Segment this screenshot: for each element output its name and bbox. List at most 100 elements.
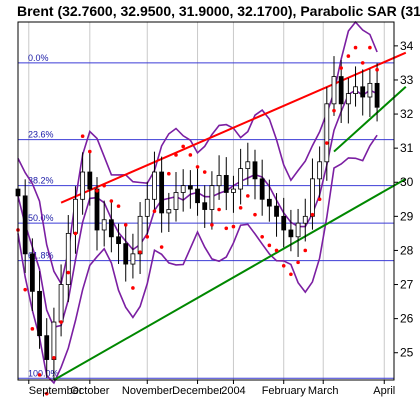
- sar-dot: [332, 108, 336, 113]
- sar-dot: [260, 235, 264, 239]
- candle-body: [159, 171, 165, 214]
- candle-body: [231, 188, 236, 193]
- candle-body: [367, 82, 373, 98]
- sar-dot: [152, 209, 157, 214]
- x-tick-label: 2004: [221, 385, 245, 397]
- y-tick-label: 31: [400, 141, 414, 155]
- candle-body: [29, 253, 35, 292]
- candle-body: [73, 198, 78, 234]
- candle-body: [44, 335, 50, 360]
- candle-body: [374, 82, 380, 108]
- trendline: [53, 177, 407, 381]
- sar-dot: [145, 235, 150, 239]
- sar-dot: [217, 207, 221, 212]
- x-tick-label: April: [373, 385, 395, 397]
- x-tick-label: October: [70, 385, 109, 397]
- sar-dot: [346, 54, 351, 58]
- candle-body: [259, 178, 265, 200]
- candle-body: [22, 195, 28, 255]
- sar-dot: [95, 188, 99, 193]
- y-tick-label: 28: [400, 243, 414, 257]
- candle-body: [123, 243, 129, 265]
- x-tick-label: December: [172, 385, 223, 397]
- sar-dot: [210, 223, 214, 227]
- y-tick-label: 25: [400, 346, 414, 360]
- chart-title: Brent (32.7600, 32.9500, 31.9000, 32.170…: [17, 3, 420, 19]
- fibonacci-label: 100.0%: [28, 368, 59, 378]
- candle-body: [37, 290, 42, 337]
- sar-dot: [138, 250, 142, 254]
- x-tick-label: November: [122, 385, 173, 397]
- candle-body: [80, 171, 86, 200]
- candle-body: [245, 161, 251, 170]
- candle-body: [266, 198, 272, 207]
- candle-body: [87, 171, 93, 190]
- candle-body: [152, 171, 157, 200]
- sar-dot: [116, 204, 121, 208]
- candle-body: [295, 222, 301, 238]
- fibonacci-label: 50.0%: [28, 213, 54, 223]
- candle-body: [274, 205, 279, 217]
- sar-dot: [30, 327, 35, 331]
- sar-dot: [253, 212, 257, 217]
- sar-dot: [303, 248, 308, 253]
- sar-dot: [102, 183, 106, 188]
- x-tick-label: February: [262, 385, 307, 397]
- candle-body: [338, 76, 344, 105]
- sar-dot: [231, 224, 236, 229]
- parabolic-sar: [16, 45, 379, 396]
- sar-dot: [281, 263, 286, 268]
- sar-dot: [131, 286, 135, 290]
- candle-body: [331, 76, 337, 105]
- sar-dot: [174, 153, 178, 157]
- sar-dot: [267, 243, 272, 248]
- sar-dot: [202, 170, 207, 174]
- sar-dot: [109, 199, 114, 203]
- candle-body: [310, 178, 315, 217]
- sar-dot: [246, 194, 250, 198]
- candle-body: [94, 188, 100, 231]
- sar-dot: [339, 66, 343, 70]
- candle-body: [202, 202, 208, 210]
- candle-body: [137, 215, 143, 255]
- sar-dot: [80, 134, 85, 139]
- sar-dot: [44, 391, 49, 396]
- candle-body: [302, 215, 308, 224]
- y-tick-label: 34: [400, 39, 414, 53]
- candle-body: [130, 253, 136, 265]
- sar-dot: [238, 206, 243, 210]
- sar-dot: [310, 212, 315, 217]
- candle-body: [195, 188, 200, 204]
- candle-body: [187, 185, 193, 190]
- candle-body: [108, 219, 114, 238]
- sar-dot: [368, 45, 372, 50]
- sar-dot: [181, 144, 185, 149]
- y-tick-label: 32: [400, 107, 414, 121]
- sar-dot: [224, 226, 229, 231]
- candle-body: [116, 236, 121, 245]
- sar-dot: [167, 171, 171, 176]
- candle-body: [65, 232, 71, 285]
- sar-dot: [52, 356, 56, 360]
- candle-body: [180, 185, 186, 193]
- candle-body: [209, 185, 215, 210]
- candle-body: [324, 103, 330, 163]
- y-tick-label: 26: [400, 312, 414, 326]
- y-axis: 25 26 27 28 29 30 31 32 33 34: [394, 39, 414, 360]
- sar-dot: [37, 373, 42, 377]
- candle-body: [223, 175, 229, 193]
- price-series: [15, 56, 380, 380]
- candle-body: [252, 161, 258, 180]
- sar-dot: [195, 165, 200, 169]
- sar-dot: [59, 320, 63, 324]
- candle-body: [281, 215, 287, 231]
- candle-body: [58, 284, 64, 323]
- candle-body: [173, 192, 179, 210]
- fibonacci-label: 0.0%: [28, 53, 49, 63]
- trendline: [60, 51, 407, 204]
- fibonacci-label: 38.2%: [28, 176, 54, 186]
- bollinger-upper-band: [17, 20, 378, 286]
- candle-body: [360, 86, 366, 98]
- x-tick-label: March: [308, 385, 339, 397]
- sar-dot: [353, 45, 358, 50]
